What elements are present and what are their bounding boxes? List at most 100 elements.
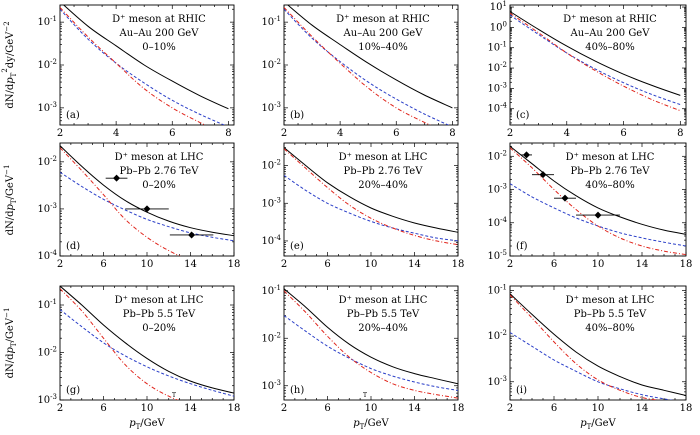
x-tick-label: 14 (184, 259, 197, 270)
panel-annotation-1: D⁺ meson at LHC (339, 295, 428, 306)
y-tick-label: 10-3 (261, 101, 281, 114)
y-axis-label-part: p (5, 203, 16, 210)
plot-area (284, 147, 458, 246)
panel-annotation-1: D⁺ meson at RHIC (112, 14, 206, 25)
y-tick-base: 10 (261, 198, 274, 209)
y-tick-label: 10-3 (487, 375, 507, 388)
x-tick-label: 10 (592, 403, 605, 414)
y-tick-label: 10-3 (261, 196, 281, 209)
series-solid (284, 288, 458, 385)
y-tick-base: 10 (261, 333, 274, 344)
y-tick-label: 10-1 (487, 41, 507, 54)
x-axis-label-3: pT/GeV (580, 418, 616, 431)
series-dashed (60, 8, 226, 125)
series-dashed (60, 309, 234, 397)
panel-annotation-3: 40%–80% (585, 42, 634, 53)
axis-marker-2: T (363, 392, 367, 399)
y-tick-base: 10 (261, 381, 274, 392)
panel-letter: (a) (66, 110, 80, 121)
y-tick-base: 10 (37, 157, 50, 168)
x-tick-label: 2 (57, 259, 63, 270)
y-tick-exp: -4 (274, 234, 281, 242)
y-tick-exp: -3 (50, 393, 57, 401)
y-tick-exp: -3 (274, 379, 281, 387)
x-label-sub: T (136, 423, 141, 431)
panel-annotation-3: 20%–40% (358, 180, 407, 191)
panel-annotation-2: Pb–Pb 2.76 TeV (120, 166, 200, 177)
series-solid (62, 5, 229, 110)
y-tick-label: 10-3 (37, 393, 57, 406)
y-tick-exp: -2 (50, 155, 57, 163)
data-point (188, 231, 196, 239)
y-tick-label: 10-3 (261, 379, 281, 392)
y-tick-exp: -1 (50, 15, 57, 23)
x-tick-label: 2 (507, 403, 513, 414)
x-tick-label: 6 (169, 128, 175, 139)
x-tick-label: 6 (324, 403, 330, 414)
x-tick-label: 2 (507, 128, 513, 139)
y-tick-exp: -2 (500, 61, 507, 69)
x-label-sub: T (587, 423, 592, 431)
y-tick-base: 10 (37, 204, 50, 215)
series-dashed (510, 14, 681, 106)
y-axis-label-part: 2 (1, 68, 9, 72)
y-tick-base: 10 (487, 331, 500, 342)
y-axis-label-part: /GeV (5, 174, 16, 199)
y-tick-label: 10-4 (37, 249, 57, 262)
series-dashed (60, 171, 234, 242)
x-tick-label: 10 (365, 259, 378, 270)
y-tick-base: 10 (487, 151, 500, 162)
x-tick-label: 8 (449, 128, 455, 139)
x-tick-label: 6 (620, 128, 626, 139)
y-tick-base: 10 (487, 286, 500, 297)
y-tick-label: 10-1 (37, 298, 57, 311)
y-tick-base: 10 (487, 377, 500, 388)
y-tick-base: 10 (261, 286, 274, 297)
data-point (113, 174, 121, 182)
x-tick-label: 18 (228, 259, 241, 270)
y-axis-label-row-2: dN/dpT/GeV−1 (3, 165, 18, 236)
panel-annotation-1: D⁺ meson at LHC (115, 152, 204, 163)
y-axis-label-part: /GeV (5, 317, 16, 342)
y-tick-exp: -2 (274, 58, 281, 66)
x-axis-label-2: pT/GeV (353, 418, 389, 431)
y-tick-exp: -3 (50, 202, 57, 210)
series-dashed (510, 332, 674, 400)
series-solid (510, 145, 686, 235)
y-tick-exp: -3 (500, 183, 507, 191)
plot-area (510, 145, 686, 256)
panel-annotation-2: Au–Au 200 GeV (343, 28, 424, 39)
y-tick-exp: -1 (500, 41, 507, 49)
x-tick-label: 6 (100, 403, 106, 414)
series-dashdot (510, 147, 686, 256)
series-solid (284, 147, 458, 233)
x-tick-label: 2 (281, 128, 287, 139)
y-axis-label-part: p (5, 77, 16, 84)
panel-annotation-1: D⁺ meson at LHC (566, 152, 655, 163)
y-tick-base: 10 (490, 2, 503, 13)
y-axis-label-row-1: dN/dpT2dy/GeV−2 (1, 21, 18, 108)
y-axis-label-part: dN/d (5, 210, 16, 236)
y-tick-base: 10 (261, 236, 274, 247)
y-tick-base: 10 (37, 395, 50, 406)
y-tick-exp: -1 (274, 284, 281, 292)
y-axis-label-part: dN/d (5, 83, 16, 109)
axis-marker-1: T (172, 392, 176, 399)
y-tick-base: 10 (37, 251, 50, 262)
y-tick-label: 10-4 (487, 102, 507, 115)
y-tick-exp: -3 (500, 81, 507, 89)
x-tick-label: 2 (57, 403, 63, 414)
y-tick-base: 10 (37, 300, 50, 311)
x-tick-label: 18 (452, 259, 465, 270)
series-dashed (284, 8, 450, 125)
y-tick-base: 10 (487, 63, 500, 74)
panel-annotation-3: 0–10% (142, 42, 176, 53)
y-axis-label-part: −2 (3, 21, 11, 31)
y-axis-label-part: T (10, 199, 18, 204)
y-tick-base: 10 (487, 218, 500, 229)
y-tick-exp: -2 (50, 346, 57, 354)
y-tick-exp: -4 (500, 216, 507, 224)
